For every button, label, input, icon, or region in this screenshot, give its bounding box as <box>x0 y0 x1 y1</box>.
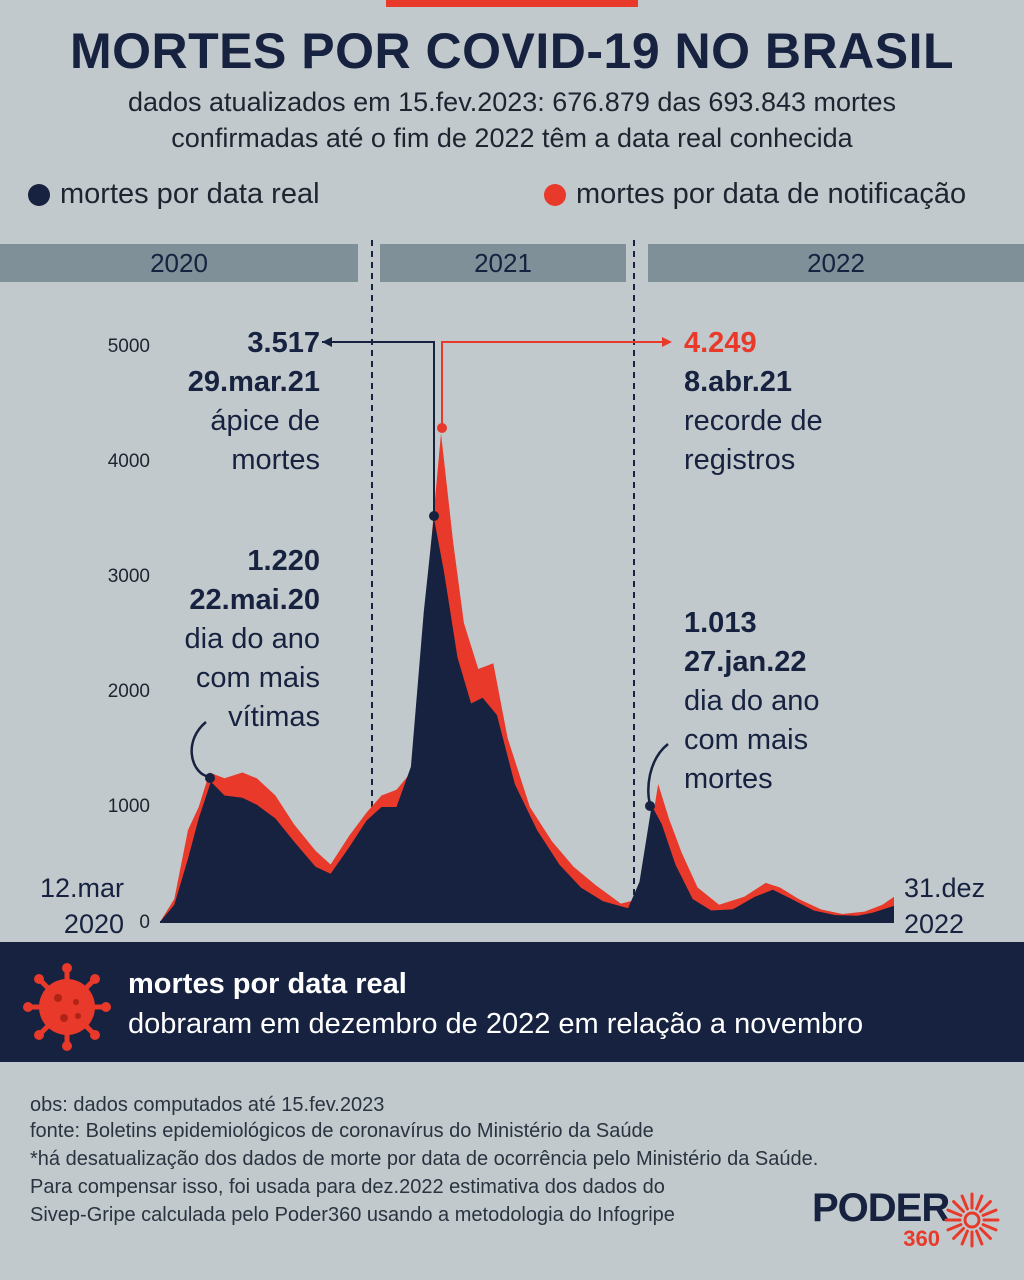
annotation-max-2022: 1.013 27.jan.22 dia do ano com mais mort… <box>684 604 884 799</box>
annotation-max-2020-value: 1.220 <box>247 545 320 577</box>
annotation-max-2020-line1: dia do ano <box>184 623 320 655</box>
top-accent-bar <box>386 0 638 7</box>
annotation-max-2022-line3: mortes <box>684 763 773 795</box>
peak-real-arrowhead <box>322 337 332 347</box>
peak-notif-dot <box>437 423 447 433</box>
series-layer <box>160 433 894 922</box>
annotation-2022-arrow <box>647 743 669 805</box>
annotation-peak-real-line1: ápice de <box>210 405 320 437</box>
page-subtitle: dados atualizados em 15.fev.2023: 676.87… <box>40 84 984 156</box>
annotation-peak-notif-line1: recorde de <box>684 405 823 437</box>
annotation-max-2020-date: 22.mai.20 <box>189 584 320 616</box>
annotation-max-2022-date: 27.jan.22 <box>684 646 807 678</box>
legend-red-dot <box>544 183 566 206</box>
banner-title: mortes por data real <box>128 968 407 1000</box>
series-real-area <box>160 517 894 922</box>
annotation-peak-real: 3.517 29.mar.21 ápice de mortes <box>150 324 320 480</box>
annotation-peak-notif: 4.249 8.abr.21 recorde de registros <box>684 324 884 480</box>
legend-dark-label: mortes por data real <box>60 178 320 210</box>
annotation-max-2022-value: 1.013 <box>684 607 757 639</box>
max-2020-dot <box>205 773 215 783</box>
annotation-max-2020-line3: vítimas <box>228 701 320 733</box>
footnote-note-3: Sivep-Gripe calculada pelo Poder360 usan… <box>30 1204 675 1226</box>
annotation-max-2022-line2: com mais <box>684 724 809 756</box>
poder360-logo: PODER 360 <box>812 1186 950 1251</box>
max-2022-dot <box>645 801 655 811</box>
annotation-peak-real-date: 29.mar.21 <box>187 366 320 398</box>
x-start-line1: 12.mar <box>39 873 124 903</box>
peak-notif-leader <box>441 341 664 428</box>
annotation-peak-notif-value: 4.249 <box>684 327 757 359</box>
annotation-max-2020: 1.220 22.mai.20 dia do ano com mais víti… <box>140 542 320 737</box>
virus-icon <box>23 963 111 1051</box>
annotation-peak-real-value: 3.517 <box>247 327 320 359</box>
legend-red: mortes por data de notificação <box>544 178 966 211</box>
subtitle-line-2: confirmadas até o fim de 2022 têm a data… <box>171 123 853 153</box>
y-tick-3000: 3000 <box>107 566 150 587</box>
banner-text: dobraram em dezembro de 2022 em relação … <box>128 1008 864 1040</box>
footnote-note-2: Para compensar isso, foi usada para dez.… <box>30 1176 665 1198</box>
subtitle-line-1: dados atualizados em 15.fev.2023: 676.87… <box>127 87 897 117</box>
y-tick-0: 0 <box>139 912 150 933</box>
peak-real-leader <box>322 341 435 516</box>
x-end-line1: 31.dez <box>904 873 986 903</box>
legend-red-label: mortes por data de notificação <box>576 178 967 210</box>
chart-svg <box>160 240 894 923</box>
footnote-obs: obs: dados computados até 15.fev.2023 <box>30 1094 385 1116</box>
legend-dark-dot <box>28 183 50 206</box>
highlight-banner <box>0 942 1024 1062</box>
annotation-peak-notif-date: 8.abr.21 <box>684 366 793 398</box>
annotation-max-2022-line1: dia do ano <box>684 685 820 717</box>
annotation-2020-arrow <box>190 721 207 778</box>
page-title: MORTES POR COVID-19 NO BRASIL <box>69 23 955 79</box>
logo-sun-icon <box>944 1192 1000 1248</box>
peak-real-dot <box>429 511 439 521</box>
annotation-max-2020-line2: com mais <box>195 662 320 694</box>
year-bar-2020: 2020 <box>0 244 358 282</box>
y-tick-1000: 1000 <box>107 796 150 817</box>
peak-notif-arrowhead <box>662 337 672 347</box>
logo-subtext: 360 <box>903 1226 940 1251</box>
year-bar-2021: 2021 <box>380 244 626 282</box>
x-start-label: 12.mar 2020 <box>28 870 124 942</box>
y-tick-5000: 5000 <box>107 336 150 357</box>
legend-dark: mortes por data real <box>28 178 320 211</box>
footnote-note-1: *há desatualização dos dados de morte po… <box>30 1148 819 1170</box>
x-end-label: 31.dez 2022 <box>904 870 1014 942</box>
y-tick-4000: 4000 <box>107 451 150 472</box>
annotation-peak-real-line2: mortes <box>231 444 320 476</box>
year-bar-2022: 2022 <box>648 244 1024 282</box>
x-end-line2: 2022 <box>904 909 965 939</box>
logo-text: PODER <box>812 1186 950 1230</box>
footnote-source: fonte: Boletins epidemiológicos de coron… <box>30 1120 654 1142</box>
y-tick-2000: 2000 <box>107 681 150 702</box>
x-start-line2: 2020 <box>63 909 124 939</box>
annotation-peak-notif-line2: registros <box>684 444 796 476</box>
